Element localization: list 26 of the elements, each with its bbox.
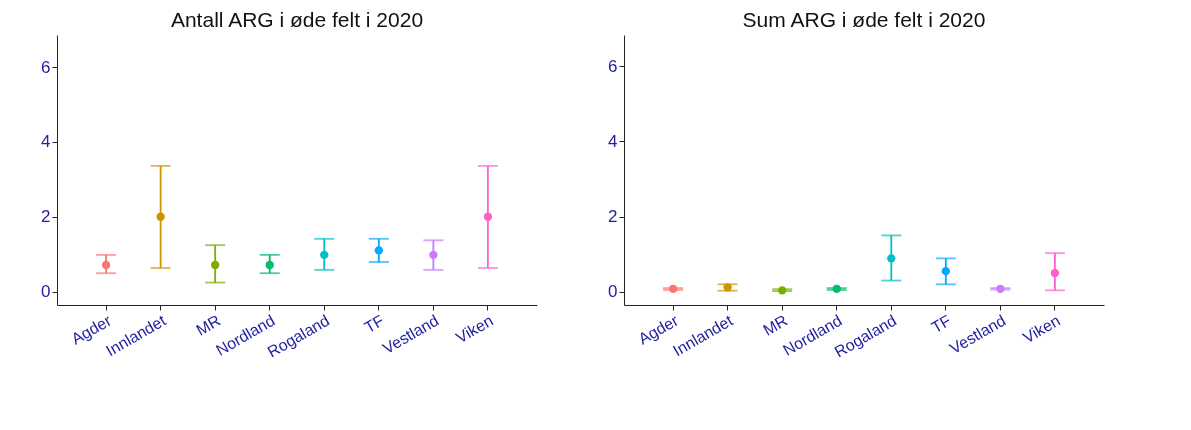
x-tick-label: Viken	[453, 311, 496, 347]
y-tick-label: 6	[41, 57, 51, 77]
y-tick-label: 2	[608, 207, 618, 227]
point	[320, 250, 329, 260]
point	[941, 266, 950, 276]
point	[211, 260, 220, 270]
y-tick-label: 0	[608, 282, 618, 302]
point	[668, 284, 678, 293]
point	[483, 212, 493, 221]
y-tick-label: 2	[41, 207, 51, 227]
point	[429, 250, 438, 260]
point	[887, 254, 896, 263]
point	[265, 260, 274, 270]
y-tick-label: 4	[608, 131, 618, 151]
y-tick-label: 4	[41, 132, 51, 152]
y-tick-label: 0	[41, 282, 51, 302]
point	[156, 212, 165, 221]
chart-title: Antall ARG i øde felt i 2020	[170, 8, 424, 31]
x-tick-label: TF	[361, 311, 388, 337]
point	[1050, 268, 1060, 278]
chart-title: Sum ARG i øde felt i 2020	[742, 8, 986, 31]
point	[374, 246, 383, 255]
x-tick-label: TF	[928, 311, 955, 337]
y-tick-label: 6	[608, 56, 618, 76]
point	[101, 260, 111, 270]
x-tick-label: Viken	[1020, 311, 1063, 347]
